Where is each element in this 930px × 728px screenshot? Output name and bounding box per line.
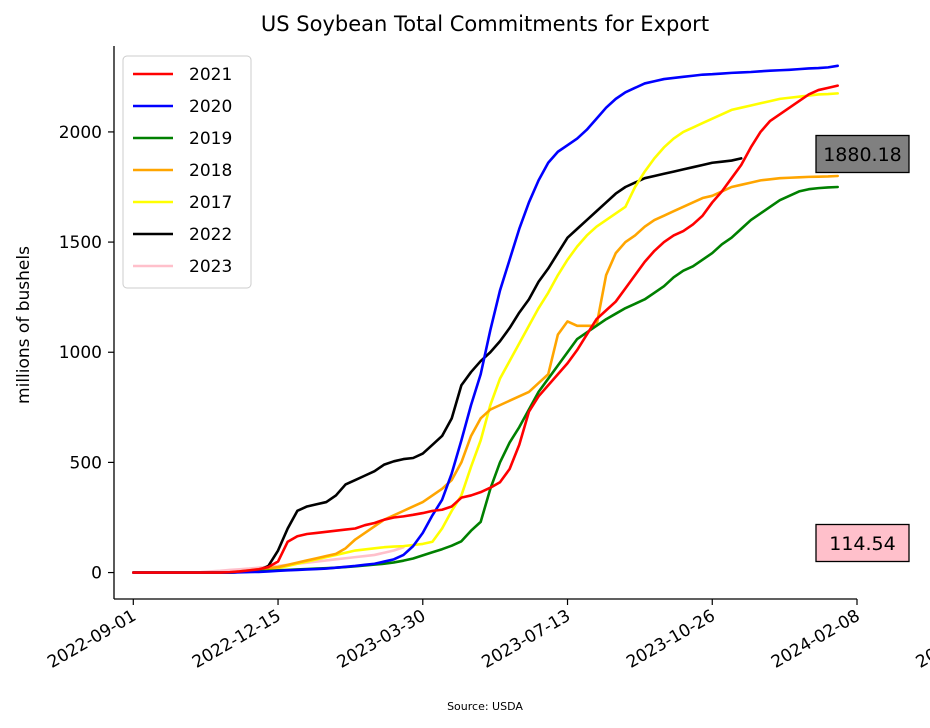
legend-label-2018: 2018 [189, 161, 232, 181]
x-tick-label: 2023-03-30 [334, 606, 430, 673]
value-annotation-label: 1880.18 [823, 144, 902, 166]
legend-box [122, 55, 252, 289]
y-tick-label: 1500 [59, 233, 102, 253]
plot-area [132, 64, 840, 574]
value-annotation-label: 114.54 [829, 533, 895, 555]
x-tick-label: 2022-09-01 [44, 606, 140, 673]
y-tick-label: 2000 [59, 123, 102, 143]
legend: 2021 2020 2019 2018 2017 2022 2023 [122, 55, 252, 289]
x-tick-label: 2022-12-15 [189, 606, 285, 673]
chart-title: US Soybean Total Commitments for Export [261, 12, 709, 36]
legend-label-2021: 2021 [189, 65, 232, 85]
legend-label-2022: 2022 [189, 225, 232, 245]
x-tick-label: 2023-07-13 [478, 606, 574, 673]
y-tick-label: 1000 [59, 343, 102, 363]
source-note: Source: USDA [447, 700, 523, 713]
value-annotation-box [815, 523, 910, 563]
legend-label-2020: 2020 [189, 97, 232, 117]
x-tick-label: 2024-02-08 [768, 606, 864, 673]
value-annotation-box [815, 134, 910, 174]
annotations: 1880.18 114.54 [815, 134, 910, 563]
y-axis-label: millions of bushels [14, 246, 34, 404]
legend-label-2019: 2019 [189, 129, 232, 149]
legend-label-2017: 2017 [189, 193, 232, 213]
y-tick-label: 500 [70, 453, 102, 473]
legend-label-2023: 2023 [189, 257, 232, 277]
x-tick-label: 2023-10-26 [623, 606, 719, 673]
series-line-2021 [132, 84, 840, 574]
y-tick-label: 0 [91, 564, 102, 584]
x-tick-label: 2024-05-23 [913, 606, 930, 673]
series-line-2020 [132, 64, 840, 574]
